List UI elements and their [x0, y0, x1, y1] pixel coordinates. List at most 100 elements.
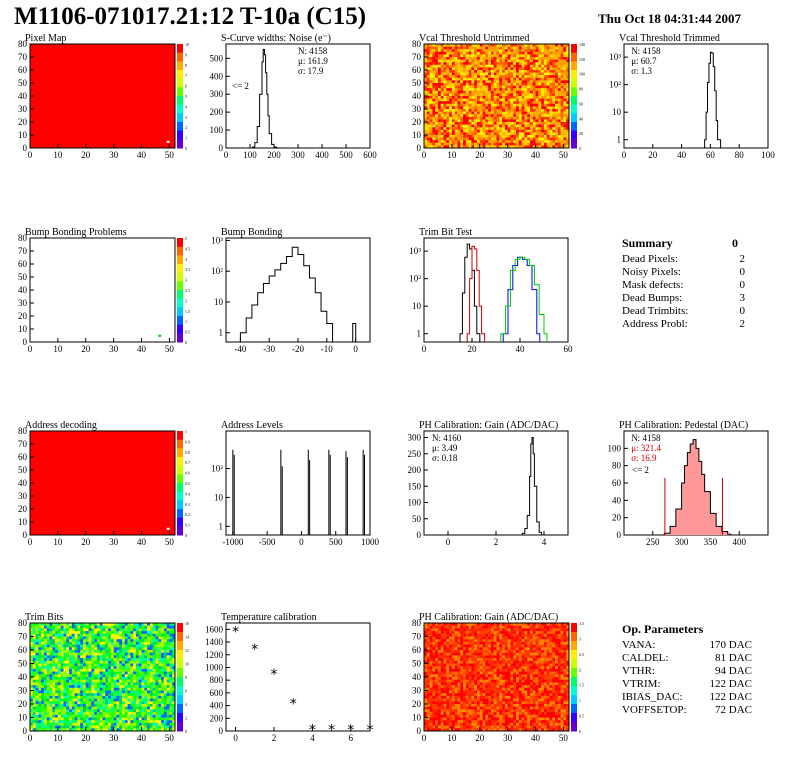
colorbar-segment [177, 517, 183, 527]
y-tick-label: 10² [211, 266, 223, 276]
heatmap-cell [49, 698, 53, 702]
heatmap-cell [557, 142, 561, 146]
heatmap-cell [543, 93, 547, 97]
heatmap-cell [555, 116, 559, 120]
colorbar-segment [177, 668, 183, 678]
heatmap-cell [99, 685, 103, 689]
heatmap-cell [482, 106, 486, 110]
heatmap-cell [474, 54, 478, 58]
heatmap-cell [110, 722, 114, 726]
heatmap-cell [535, 93, 539, 97]
y-tick-label: 10 [18, 713, 28, 723]
heatmap-cell [476, 127, 481, 131]
heatmap-cell [144, 631, 148, 635]
heatmap-cell [46, 690, 50, 694]
heatmap-cell [113, 647, 117, 651]
heatmap-cell [144, 704, 148, 707]
y-tick-label: 0 [219, 726, 224, 736]
stats-line: N: 4158 [631, 46, 661, 56]
heatmap-cell [471, 129, 475, 133]
heatmap-cell [493, 109, 497, 112]
heatmap-cell [499, 88, 503, 92]
heatmap-cell [158, 668, 162, 672]
heatmap-cell [490, 88, 495, 92]
heatmap-cell [527, 124, 531, 128]
heatmap-cell [35, 633, 39, 637]
x-tick-label: 30 [109, 537, 119, 547]
heatmap-cell [52, 674, 56, 678]
heatmap-cell [60, 655, 64, 659]
heatmap-cell [85, 712, 89, 716]
heatmap-cell [543, 119, 547, 123]
heatmap-cell [130, 690, 134, 694]
heatmap-cell [499, 46, 503, 50]
heatmap-cell [527, 633, 531, 637]
heatmap-cell [471, 109, 475, 112]
heatmap-cell [91, 671, 95, 675]
heatmap-cell [524, 132, 528, 136]
heatmap-cell [138, 652, 142, 656]
heatmap-cell [538, 59, 542, 63]
heatmap-cell [468, 127, 472, 131]
heatmap-cell [507, 101, 511, 105]
heatmap-cell [110, 666, 114, 670]
heatmap-cell [443, 114, 447, 118]
heatmap-cell [527, 80, 531, 84]
heatmap-cell [513, 631, 517, 635]
heatmap-cell [546, 80, 550, 84]
heatmap-cell [457, 85, 461, 89]
heatmap-cell [449, 77, 453, 81]
heatmap-cell [41, 693, 45, 697]
heatmap-cell [440, 116, 444, 120]
heatmap-cell [541, 57, 545, 60]
heatmap-cell [468, 75, 472, 79]
heatmap-cell [99, 628, 103, 632]
heatmap-cell [52, 728, 56, 732]
heatmap-cell [74, 712, 78, 716]
heatmap-cell [38, 679, 42, 683]
heatmap-cell [94, 698, 98, 702]
heatmap-cell [158, 720, 162, 724]
heatmap-cell [518, 103, 522, 107]
heatmap-cell [516, 124, 520, 128]
heatmap-cell [85, 720, 89, 724]
heatmap-cell [563, 90, 567, 94]
heatmap-cell [560, 132, 564, 136]
heatmap-cell [161, 633, 165, 637]
heatmap-cell [460, 111, 464, 115]
heatmap-cell [166, 709, 170, 713]
colorbar-label: 3 [185, 278, 187, 283]
heatmap-cell [451, 80, 455, 84]
heatmap-cell [71, 660, 75, 664]
colorbar-segment [177, 290, 183, 300]
heatmap-cell [85, 625, 89, 629]
heatmap-cell [437, 64, 442, 68]
chart-ph-pedestal: PH Calibration: Pedestal (DAC)250 300 350 4… [608, 420, 769, 547]
heatmap-cell [149, 695, 153, 699]
heatmap-cell [485, 127, 489, 131]
heatmap-cell [82, 698, 87, 702]
heatmap-cell [60, 728, 64, 732]
heatmap-cell [426, 59, 430, 63]
heatmap-cell [451, 124, 455, 128]
heatmap-cell [485, 631, 489, 635]
heatmap-cell [63, 655, 67, 659]
heatmap-cell [532, 49, 536, 53]
heatmap-cell [543, 122, 547, 125]
heatmap-cell [457, 54, 461, 58]
heatmap-cell [535, 633, 539, 637]
heatmap-cell [124, 706, 128, 710]
heatmap-cell [138, 655, 142, 659]
heatmap-cell [108, 690, 112, 694]
heatmap-cell [43, 641, 48, 645]
heatmap-cell [471, 75, 475, 79]
heatmap-cell [105, 668, 109, 672]
heatmap-cell [102, 623, 106, 626]
heatmap-cell [74, 706, 78, 710]
heatmap-cell [449, 639, 453, 643]
page-date: Thu Oct 18 04:31:44 2007 [598, 11, 742, 26]
heatmap-cell [552, 88, 556, 92]
heatmap-cell [429, 109, 433, 112]
heatmap-cell [552, 628, 556, 632]
heatmap-cell [102, 636, 106, 640]
